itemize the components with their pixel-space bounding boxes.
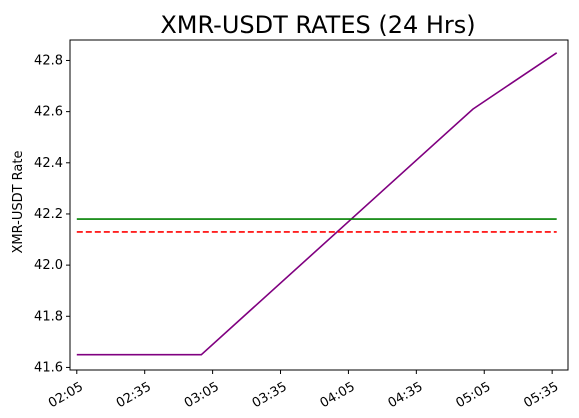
plot-frame [70, 40, 568, 370]
x-tick-label: 05:05 [453, 379, 493, 411]
x-tick-label: 05:35 [521, 379, 561, 411]
x-tick-label: 02:35 [114, 379, 154, 411]
x-tick-label: 03:35 [250, 379, 290, 411]
plot-area: 41.6 41.8 42.0 42.2 42.4 42.6 42.8 02:05 02:35 03… [34, 40, 568, 411]
x-tick-label: 03:05 [182, 379, 222, 411]
chart-title: XMR-USDT RATES (24 Hrs) [160, 11, 475, 39]
y-tick-label: 42.8 [34, 53, 63, 68]
y-tick-label: 41.6 [34, 360, 63, 375]
y-tick-label: 42.6 [34, 105, 63, 120]
x-tick-label: 04:05 [318, 379, 358, 411]
x-tick-label: 02:05 [46, 379, 86, 411]
y-axis-label: XMR-USDT Rate [11, 151, 26, 254]
y-tick-label: 42.0 [34, 258, 63, 273]
y-tick-label: 41.8 [34, 309, 63, 324]
x-tick-label: 04:35 [386, 379, 426, 411]
y-tick-label: 42.2 [34, 207, 63, 222]
y-tick-label: 42.4 [34, 156, 63, 171]
series-line-1 [77, 53, 557, 355]
